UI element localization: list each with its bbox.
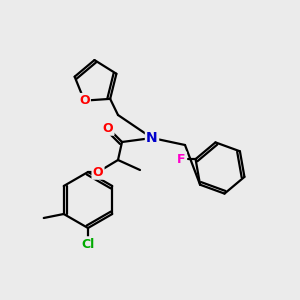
Text: O: O <box>93 166 103 178</box>
Text: N: N <box>146 131 158 145</box>
Text: Cl: Cl <box>81 238 94 250</box>
Text: O: O <box>103 122 113 134</box>
Text: O: O <box>79 94 90 107</box>
Text: F: F <box>177 153 186 166</box>
